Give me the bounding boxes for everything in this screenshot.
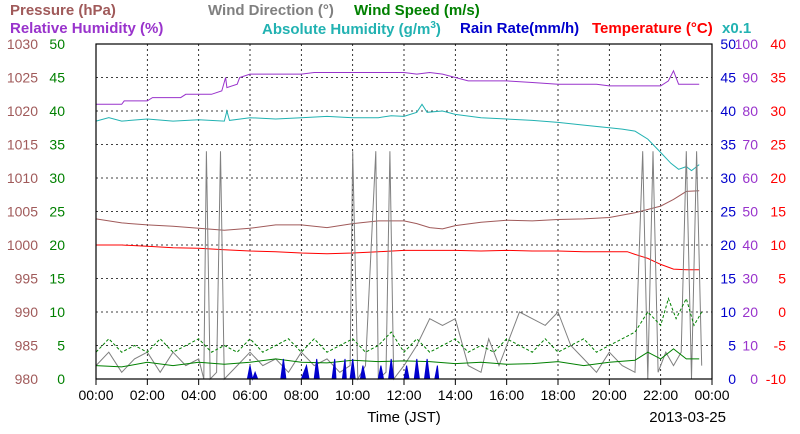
y-tick-label: 1005	[7, 204, 38, 220]
y-tick-label: 50	[49, 36, 65, 52]
y-tick-label: 0	[750, 371, 758, 387]
title-text: x0.1	[722, 20, 752, 37]
y-tick-label: 35	[49, 137, 65, 153]
y-tick-label: 100	[735, 36, 759, 52]
y-tick-label: 20	[49, 237, 65, 253]
y-tick-label: 25	[49, 204, 65, 220]
title-text: Relative Humidity (%)	[10, 20, 164, 37]
y-tick-label: 50	[742, 204, 758, 220]
title-superscript: 3	[430, 20, 436, 31]
y-tick-label: -5	[774, 338, 787, 354]
x-tick-label: 10:00	[335, 387, 370, 403]
x-tick-label: 00:00	[78, 387, 113, 403]
x-tick-label: 00:00	[694, 387, 729, 403]
y-tick-label: 1025	[7, 70, 38, 86]
y-tick-label: 30	[742, 271, 758, 287]
title-wind-direction: Wind Direction (°)	[208, 2, 334, 19]
y-tick-label: 1030	[7, 36, 38, 52]
y-tick-label: 10	[742, 338, 758, 354]
title-x0-1: x0.1	[722, 20, 751, 37]
title-relative-humidity: Relative Humidity (%)	[10, 20, 163, 37]
y-tick-label: 30	[770, 103, 786, 119]
y-tick-label: 20	[742, 304, 758, 320]
title-text: Rain Rate(mm/h)	[460, 20, 580, 37]
y-tick-label: 0	[57, 371, 65, 387]
y-tick-label: 15	[720, 271, 736, 287]
y-tick-label: 35	[720, 137, 736, 153]
title-rain-rate-mm-h: Rain Rate(mm/h)	[460, 20, 579, 37]
chart-axes: 1030102510201015101010051000995990985980…	[7, 36, 786, 426]
y-tick-label: 1020	[7, 103, 38, 119]
title-absolute-humidity-g-m: Absolute Humidity (g/m3)	[262, 20, 441, 38]
title-text: Temperature (°C)	[592, 20, 713, 37]
series-wind-direction	[95, 151, 703, 381]
y-tick-label: 980	[15, 371, 39, 387]
x-tick-label: 12:00	[386, 387, 421, 403]
y-tick-label: 30	[49, 170, 65, 186]
y-tick-label: 1010	[7, 170, 38, 186]
chart-grid	[96, 44, 712, 379]
y-tick-label: 45	[720, 70, 736, 86]
y-tick-label: 5	[778, 271, 786, 287]
date-label: 2013-03-25	[649, 409, 726, 426]
y-tick-label: 1015	[7, 137, 38, 153]
y-tick-label: 15	[49, 271, 65, 287]
y-tick-label: 990	[15, 304, 39, 320]
title-pressure-hpa: Pressure (hPa)	[10, 2, 116, 19]
y-tick-label: 80	[742, 103, 758, 119]
series-relative-humidity	[96, 69, 700, 105]
x-tick-label: 20:00	[592, 387, 627, 403]
y-tick-label: 20	[770, 170, 786, 186]
y-tick-label: 90	[742, 70, 758, 86]
series-wind-speed-gust-m-s	[95, 297, 703, 354]
series-wind-speed-m-s	[95, 348, 700, 368]
y-tick-label: 5	[728, 338, 736, 354]
x-tick-label: 22:00	[643, 387, 678, 403]
y-tick-label: 50	[720, 36, 736, 52]
y-tick-label: 35	[770, 70, 786, 86]
y-tick-label: 40	[770, 36, 786, 52]
title-text: Pressure (hPa)	[10, 2, 116, 19]
y-tick-label: 995	[15, 271, 39, 287]
title-text: Wind Speed (m/s)	[354, 2, 480, 19]
y-tick-label: 20	[720, 237, 736, 253]
y-tick-label: 40	[720, 103, 736, 119]
title-text: Absolute Humidity (g/m	[262, 21, 431, 38]
x-tick-label: 16:00	[489, 387, 524, 403]
y-tick-label: 10	[770, 237, 786, 253]
y-tick-label: 0	[728, 371, 736, 387]
series-absolute-humidity-g-m3	[95, 103, 700, 172]
y-tick-label: 10	[720, 304, 736, 320]
y-tick-label: 985	[15, 338, 39, 354]
y-tick-label: 25	[770, 137, 786, 153]
y-tick-label: -10	[766, 371, 786, 387]
y-tick-label: 40	[49, 103, 65, 119]
y-tick-label: 40	[742, 237, 758, 253]
title-temperature-c: Temperature (°C)	[592, 20, 713, 37]
x-tick-label: 06:00	[232, 387, 267, 403]
y-tick-label: 0	[778, 304, 786, 320]
title-wind-speed-m-s: Wind Speed (m/s)	[354, 2, 480, 19]
y-tick-label: 5	[57, 338, 65, 354]
y-tick-label: 30	[720, 170, 736, 186]
title-text: Wind Direction (°)	[208, 2, 334, 19]
title-suffix: )	[435, 21, 441, 38]
series-temperature-c	[96, 244, 700, 271]
series-pressure-hpa	[95, 190, 700, 231]
chart-series	[95, 69, 712, 381]
x-tick-label: 18:00	[540, 387, 575, 403]
y-tick-label: 60	[742, 170, 758, 186]
x-tick-label: 02:00	[130, 387, 165, 403]
x-axis-label: Time (JST)	[367, 409, 441, 426]
y-tick-label: 45	[49, 70, 65, 86]
y-tick-label: 1000	[7, 237, 38, 253]
y-tick-label: 15	[770, 204, 786, 220]
x-tick-label: 04:00	[181, 387, 216, 403]
x-tick-label: 08:00	[284, 387, 319, 403]
y-tick-label: 25	[720, 204, 736, 220]
y-tick-label: 70	[742, 137, 758, 153]
x-tick-label: 14:00	[438, 387, 473, 403]
y-tick-label: 10	[49, 304, 65, 320]
